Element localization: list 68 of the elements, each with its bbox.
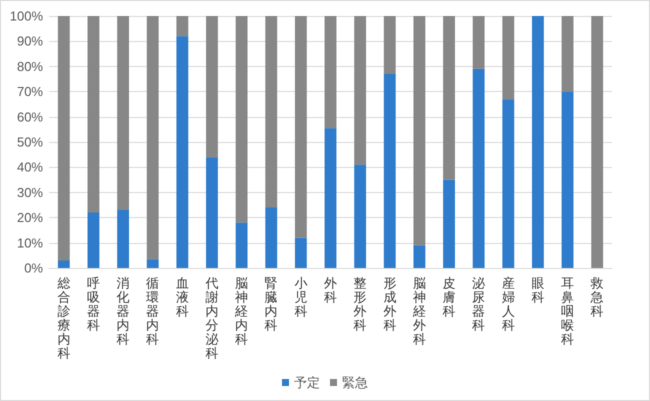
y-tick-label: 40% (16, 160, 44, 175)
y-tick-label: 100% (10, 8, 44, 24)
bar (88, 16, 100, 213)
bar (413, 245, 426, 268)
legend-label: 緊急 (342, 375, 368, 390)
x-tick-label: 形成外科 (383, 276, 396, 332)
x-tick-label: 呼吸器科 (86, 276, 100, 332)
x-tick-label: 消化器内科 (116, 276, 130, 346)
bar (532, 16, 544, 268)
x-tick-label: 耳鼻咽喉科 (561, 276, 574, 346)
bar (443, 16, 455, 180)
bar (58, 16, 70, 260)
bar (176, 36, 188, 268)
bar (443, 180, 455, 268)
bar (354, 16, 366, 165)
y-tick-label: 60% (16, 109, 44, 124)
bar (265, 16, 278, 208)
y-tick-label: 10% (16, 235, 44, 250)
bar (472, 16, 485, 69)
bar (146, 259, 159, 268)
y-tick-label: 20% (16, 210, 44, 226)
x-tick-label: 循環器内科 (146, 276, 160, 346)
bar (502, 99, 514, 268)
bar (236, 222, 248, 268)
x-tick-label: 脳神経外科 (412, 276, 426, 346)
bar (176, 16, 188, 36)
bar (591, 16, 604, 268)
x-tick-label: 脳神経内科 (234, 276, 248, 346)
bar (88, 212, 100, 268)
bar (384, 74, 396, 268)
x-tick-label: 小児科 (294, 276, 308, 318)
x-tick-label: 整形外科 (354, 276, 367, 332)
x-tick-label: 代謝内分泌科 (204, 276, 218, 360)
y-tick-label: 0% (24, 260, 44, 276)
y-tick-label: 50% (16, 134, 44, 150)
bar (236, 16, 248, 223)
x-tick-label: 眼科 (531, 276, 544, 304)
x-tick-label: 腎臓内科 (264, 276, 278, 332)
bar (206, 157, 218, 268)
x-tick-label: 救急科 (590, 276, 604, 318)
legend-label: 予定 (294, 375, 320, 390)
bar (294, 238, 307, 268)
x-tick-label: 泌尿器科 (472, 276, 486, 332)
y-tick-label: 70% (16, 84, 44, 100)
bar (562, 92, 574, 268)
bar (324, 16, 336, 128)
bar (324, 128, 336, 268)
bar (384, 16, 396, 74)
x-tick-label: 産婦人科 (502, 276, 515, 332)
bar (294, 16, 307, 238)
bar (562, 16, 574, 92)
x-tick-label: 皮膚科 (442, 276, 456, 318)
bar (502, 16, 514, 100)
x-tick-label: 血液科 (176, 276, 189, 318)
y-tick-label: 90% (16, 34, 44, 49)
x-tick-label: 外科 (324, 276, 337, 304)
bar (413, 16, 426, 246)
y-tick-label: 30% (16, 184, 44, 200)
bar (472, 68, 485, 268)
bar (354, 164, 366, 268)
bar (117, 16, 130, 210)
y-tick-label: 80% (16, 58, 44, 74)
bar (206, 16, 218, 158)
bar (265, 208, 278, 268)
bar (117, 210, 130, 268)
bar (146, 16, 159, 260)
bar (58, 260, 70, 268)
x-tick-label: 総合診療内科 (56, 276, 70, 360)
